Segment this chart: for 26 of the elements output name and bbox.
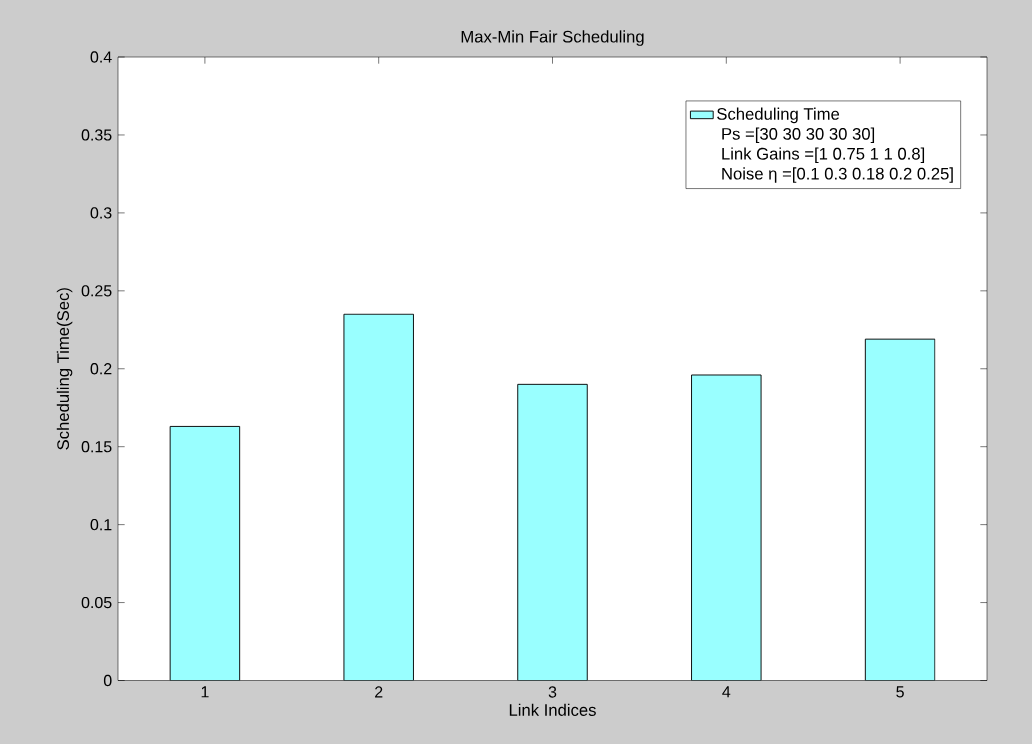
legend-label: Scheduling Time bbox=[717, 107, 840, 124]
x-tick-label: 1 bbox=[201, 686, 209, 698]
annotation: Ps =[30 30 30 30 30] bbox=[722, 127, 875, 144]
y-tick-label: 0 bbox=[103, 674, 112, 687]
y-tick-label: 0.15 bbox=[81, 441, 112, 453]
y-tick-label: 0.35 bbox=[81, 129, 112, 141]
bar bbox=[517, 383, 588, 681]
annotation: Link Gains =[1 0.75 1 1 0.8] bbox=[722, 147, 925, 163]
y-tick-label: 0.05 bbox=[81, 596, 112, 609]
bar bbox=[691, 374, 762, 681]
y-axis-title: Scheduling Time(Sec) bbox=[56, 288, 73, 450]
y-tick-label: 0.1 bbox=[90, 518, 112, 531]
x-tick-label: 3 bbox=[548, 686, 557, 698]
bar bbox=[343, 313, 414, 681]
y-tick-label: 0.4 bbox=[90, 51, 112, 63]
y-tick-label: 0.3 bbox=[90, 207, 112, 219]
chart-title: Max-Min Fair Scheduling bbox=[461, 30, 644, 46]
x-tick-label: 2 bbox=[375, 686, 383, 698]
bar bbox=[864, 338, 936, 681]
y-tick-label: 0.25 bbox=[81, 285, 112, 297]
y-tick-label: 0.2 bbox=[90, 363, 112, 375]
x-tick-label: 4 bbox=[722, 686, 731, 698]
annotation: Noise η =[0.1 0.3 0.18 0.2 0.25] bbox=[722, 167, 953, 183]
x-axis-title: Link Indices bbox=[509, 703, 596, 716]
bar bbox=[169, 425, 241, 681]
x-tick-label: 5 bbox=[896, 686, 904, 698]
